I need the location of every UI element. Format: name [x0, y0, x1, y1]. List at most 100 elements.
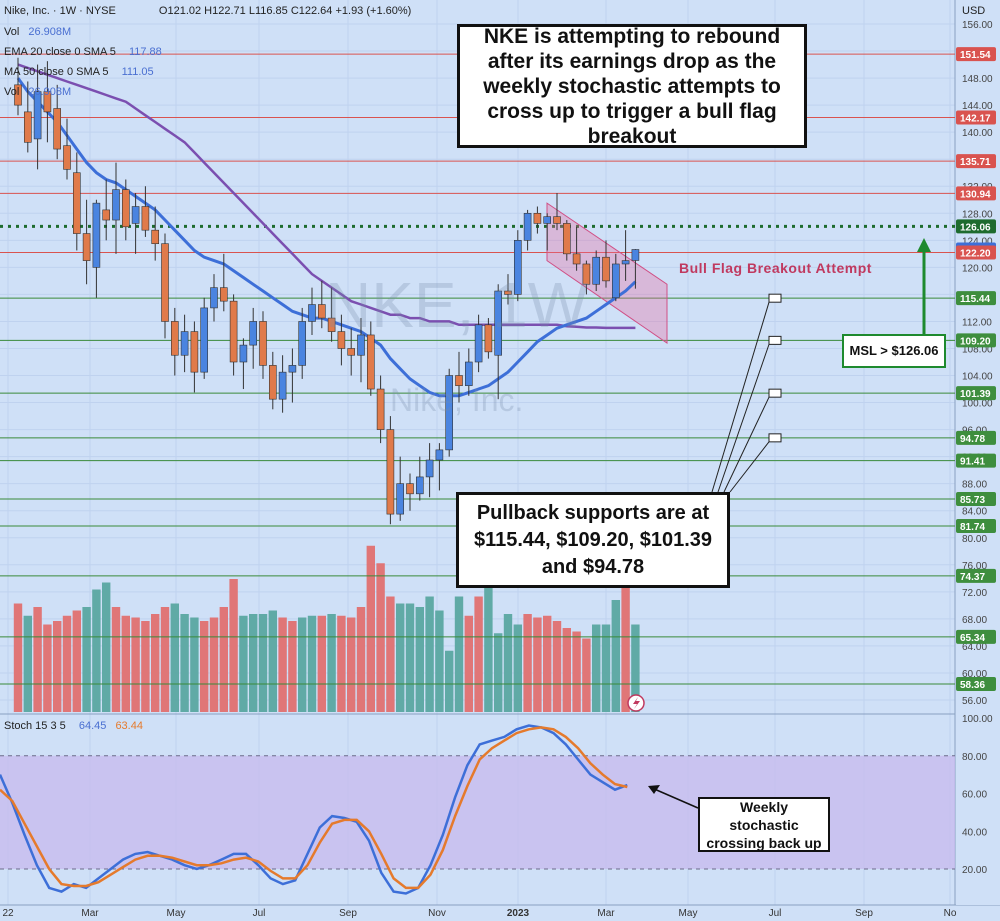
candle-body-5[interactable] [63, 145, 71, 170]
candle-body-45[interactable] [455, 375, 463, 386]
candle-body-33[interactable] [337, 331, 346, 349]
vol-legend-label: Vol [4, 26, 20, 38]
candle-body-32[interactable] [327, 317, 336, 332]
pullback-pointer-0 [711, 302, 770, 493]
volume-bar-58 [582, 638, 591, 712]
candle-body-21[interactable] [220, 287, 228, 302]
candle-body-42[interactable] [425, 459, 434, 478]
candle-body-7[interactable] [82, 233, 91, 261]
ma-legend[interactable]: MA 50 close 0 SMA 5 111.05 [4, 66, 154, 78]
candle-body-29[interactable] [298, 321, 307, 366]
candle-body-52[interactable] [523, 212, 532, 241]
price-tick-11: 100.00 [962, 399, 993, 410]
price-axis[interactable]: 56.00 60.00 64.00 68.00 72.00 76.00 80.00 84.00… [956, 0, 1000, 905]
time-axis[interactable]: 22 Mar May Jul Sep Nov 2023 Mar May Jul Sep No [2, 908, 956, 919]
candle-body-0[interactable] [14, 84, 22, 106]
candle-body-48[interactable] [484, 324, 493, 353]
candle-body-34[interactable] [347, 348, 356, 356]
candle-body-28[interactable] [288, 365, 297, 373]
candle-body-58[interactable] [582, 263, 591, 285]
candle-body-37[interactable] [376, 388, 385, 430]
candle-body-8[interactable] [92, 202, 101, 268]
candle-body-2[interactable] [33, 91, 42, 140]
annotation-lines [648, 238, 931, 809]
candles [14, 57, 640, 525]
candle-body-11[interactable] [122, 189, 130, 228]
candle-body-6[interactable] [73, 172, 81, 234]
ma50-line [17, 63, 636, 330]
candle-body-1[interactable] [23, 111, 32, 143]
volume-bar-42 [425, 596, 434, 712]
candle-body-14[interactable] [151, 229, 159, 244]
candle-body-39[interactable] [396, 483, 405, 515]
candle-body-13[interactable] [141, 206, 150, 231]
candle-body-46[interactable] [464, 361, 473, 386]
candle-body-61[interactable] [611, 263, 620, 299]
candle-body-19[interactable] [200, 307, 208, 373]
candle-body-3[interactable] [43, 91, 52, 113]
candle-body-35[interactable] [357, 334, 365, 356]
candle-body-24[interactable] [249, 321, 257, 346]
ema-legend[interactable]: EMA 20 close 0 SMA 5 117.88 [4, 46, 162, 58]
vol2-legend-value: 26.908M [28, 86, 72, 98]
candle-body-12[interactable] [131, 206, 140, 224]
volume-bar-49 [494, 633, 503, 712]
currency-label[interactable]: USD [962, 5, 986, 17]
candle-body-18[interactable] [190, 331, 199, 373]
ma-legend-label: MA 50 close 0 SMA 5 [4, 66, 109, 78]
candle-body-44[interactable] [445, 375, 454, 451]
price-label-7: 115.44 [960, 294, 990, 305]
vol-legend[interactable]: Vol 26.908M [4, 26, 71, 38]
price-label-2: 135.71 [960, 157, 991, 168]
candle-body-49[interactable] [494, 290, 503, 356]
stochastic-annotation: Weekly stochastic crossing back up [698, 797, 830, 852]
volume-bar-62 [621, 575, 630, 712]
price-tick-1: 60.00 [962, 669, 987, 680]
stoch-legend[interactable]: Stoch 15 3 5 64.45 63.44 [4, 720, 143, 732]
candle-body-38[interactable] [386, 429, 395, 515]
candle-body-43[interactable] [435, 449, 444, 461]
candle-body-16[interactable] [171, 321, 179, 356]
header-line[interactable]: Nike, Inc. · 1W · NYSE O121.02 H122.71 L… [4, 5, 411, 17]
volume-bar-39 [396, 603, 405, 712]
candle-body-9[interactable] [102, 209, 110, 221]
candle-body-17[interactable] [180, 331, 189, 356]
price-tick-12: 104.00 [962, 372, 993, 383]
candle-body-22[interactable] [229, 300, 238, 363]
candle-body-4[interactable] [53, 108, 62, 150]
vol2-legend[interactable]: Vol 26.908M [4, 86, 71, 98]
price-label-bg-12 [956, 492, 996, 507]
candle-body-51[interactable] [513, 240, 522, 295]
candle-body-15[interactable] [161, 243, 169, 322]
candle-body-36[interactable] [366, 334, 375, 390]
candle-body-60[interactable] [602, 256, 610, 282]
candle-body-56[interactable] [562, 223, 571, 255]
volume-bar-22 [229, 579, 238, 712]
candle-body-59[interactable] [592, 256, 601, 285]
candle-body-40[interactable] [406, 483, 414, 495]
candle-body-53[interactable] [533, 212, 542, 224]
time-tick-6: 2023 [507, 908, 530, 919]
candle-body-57[interactable] [572, 253, 581, 265]
candle-body-20[interactable] [210, 287, 218, 309]
volume-bar-57 [572, 631, 581, 712]
candle-body-26[interactable] [268, 365, 277, 400]
candle-body-30[interactable] [308, 304, 316, 322]
symbol-label[interactable]: Nike, Inc. · 1W · NYSE [4, 5, 116, 17]
time-tick-1: Mar [81, 908, 99, 919]
candle-body-23[interactable] [239, 344, 248, 363]
candle-body-25[interactable] [259, 321, 267, 366]
candle-body-41[interactable] [415, 476, 424, 495]
candle-body-31[interactable] [317, 304, 326, 319]
volume-bar-33 [337, 615, 346, 712]
candle-body-54[interactable] [543, 216, 552, 224]
candle-body-10[interactable] [112, 189, 120, 221]
price-tick-17: 124.00 [962, 236, 993, 247]
candle-body-50[interactable] [504, 290, 512, 295]
candle-body-55[interactable] [553, 216, 561, 224]
volume-bar-52 [523, 614, 532, 712]
candle-body-27[interactable] [278, 371, 287, 400]
candle-body-47[interactable] [474, 324, 483, 363]
candle-body-62[interactable] [621, 260, 630, 265]
candle-body-63[interactable] [631, 249, 640, 261]
